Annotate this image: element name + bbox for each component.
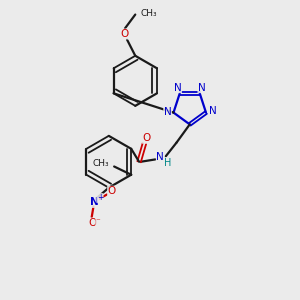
Text: ⁻: ⁻ (96, 218, 100, 226)
Text: O: O (121, 29, 129, 39)
Text: N: N (198, 82, 206, 93)
Text: +: + (97, 194, 103, 202)
Text: CH₃: CH₃ (92, 159, 109, 168)
Text: N: N (156, 152, 164, 162)
Text: N: N (90, 197, 98, 207)
Text: N: N (208, 106, 216, 116)
Text: N: N (164, 107, 172, 117)
Text: O: O (108, 186, 116, 196)
Text: O: O (88, 218, 96, 228)
Text: O: O (142, 133, 151, 143)
Text: H: H (164, 158, 172, 168)
Text: N: N (174, 82, 182, 93)
Text: CH₃: CH₃ (140, 9, 157, 18)
